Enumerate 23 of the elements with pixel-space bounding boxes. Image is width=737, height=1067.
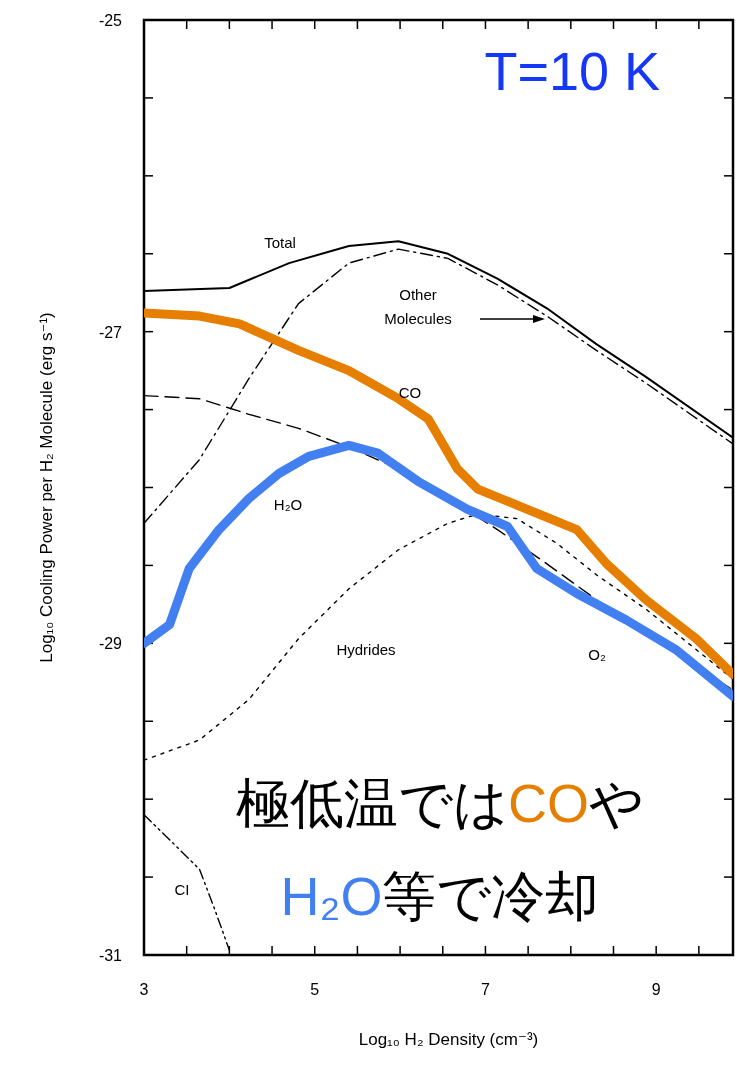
- annotation: Hydrides: [336, 641, 396, 658]
- annotation: T=10 K: [484, 41, 660, 101]
- y-tick-label: -27: [98, 323, 123, 341]
- y-tick-label: -29: [98, 635, 123, 653]
- annotation: 極低温では: [236, 773, 508, 833]
- y-axis-title: Log₁₀ Cooling Power per H₂ Molecule (erg s⁻¹): [37, 312, 56, 663]
- y-tick-label: -31: [98, 947, 123, 964]
- annotation: CI: [174, 881, 190, 898]
- x-axis-title: Log₁₀ H₂ Density (cm⁻³): [358, 1030, 539, 1049]
- x-tick-label: 3: [139, 981, 149, 998]
- annotation: CO: [508, 773, 589, 833]
- annotation: H₂O: [273, 496, 303, 513]
- annotation: 等で冷却: [382, 866, 600, 926]
- x-tick-label: 9: [651, 981, 661, 998]
- annotation: H₂O: [280, 866, 383, 926]
- x-tick-label: 5: [310, 981, 320, 998]
- annotation: CO: [398, 384, 422, 401]
- x-tick-label: 7: [481, 981, 490, 998]
- annotation: や: [589, 773, 644, 833]
- annotation: O₂: [588, 646, 606, 663]
- annotation: Total: [264, 234, 296, 251]
- annotation: Other Molecules: [384, 286, 452, 327]
- y-tick-label: -25: [98, 12, 123, 29]
